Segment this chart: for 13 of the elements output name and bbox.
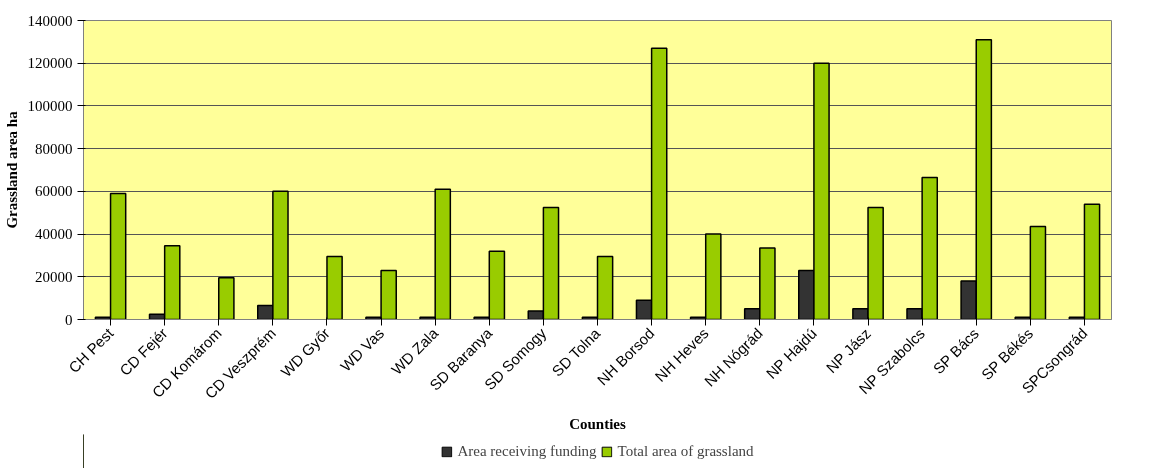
y-tick-label: 20000 xyxy=(35,268,73,285)
y-tick-label: 140000 xyxy=(27,12,73,29)
legend-label: Area receiving funding xyxy=(457,442,597,460)
legend-label: Total area of grassland xyxy=(617,442,754,460)
y-tick-label: 80000 xyxy=(35,140,73,157)
x-tick-label: WD Vas xyxy=(336,324,388,375)
y-tick-label: 0 xyxy=(65,311,73,328)
y-axis-title: Grassland area ha xyxy=(3,110,20,229)
x-axis-title: Counties xyxy=(569,415,626,432)
y-tick-label: 120000 xyxy=(27,55,73,72)
y-tick-label: 40000 xyxy=(35,226,73,243)
y-tick-label: 60000 xyxy=(35,183,73,200)
y-tick-label: 100000 xyxy=(27,97,73,114)
